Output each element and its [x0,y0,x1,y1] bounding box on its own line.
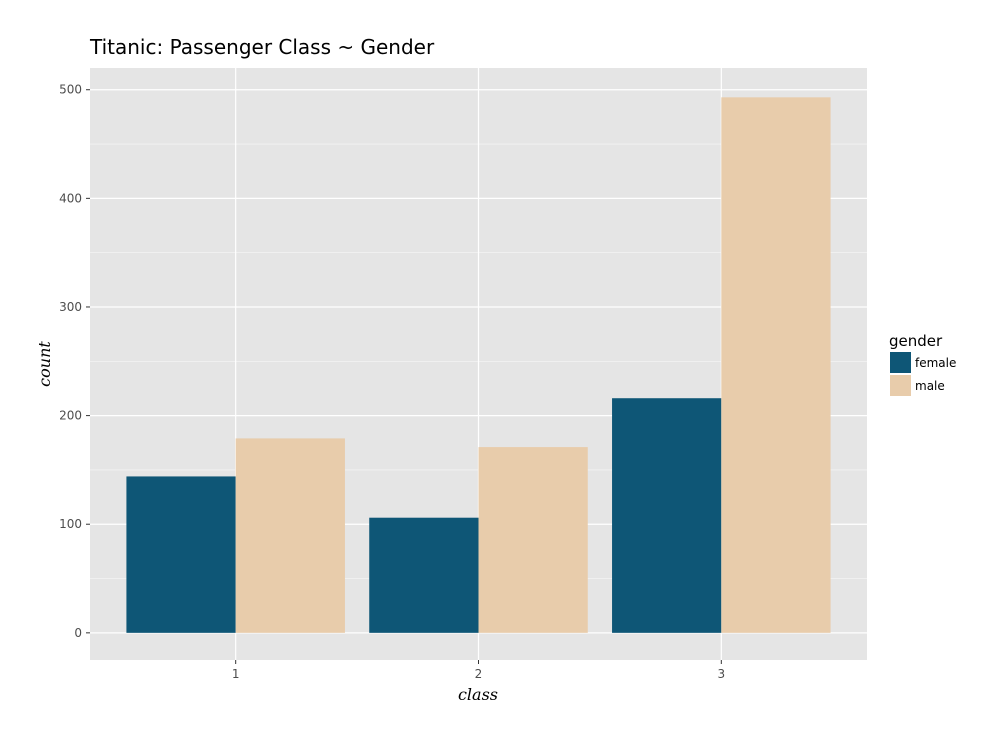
legend-key-female [890,352,911,373]
x-tick-label: 2 [475,667,483,681]
y-tick-label: 300 [59,300,82,314]
legend: gender female male [889,332,956,396]
y-tick-label: 400 [59,191,82,205]
bar-female-class-2 [369,517,479,633]
y-axis-title: count [35,341,54,387]
bar-male-class-2 [478,447,588,633]
x-axis-ticks: 1 2 3 [232,660,725,681]
legend-key-male [890,375,911,396]
x-axis-title: class [458,685,498,704]
y-tick-label: 0 [74,626,82,640]
y-tick-label: 200 [59,409,82,423]
bar-male-class-1 [235,438,345,633]
y-tick-label: 100 [59,517,82,531]
legend-title: gender [889,332,943,350]
x-tick-label: 1 [232,667,240,681]
legend-label-female: female [915,356,956,370]
legend-label-male: male [915,379,945,393]
bars [126,97,831,633]
bar-female-class-1 [126,476,236,633]
y-tick-label: 500 [59,83,82,97]
x-tick-label: 3 [717,667,725,681]
bar-female-class-3 [612,398,722,633]
chart-title: Titanic: Passenger Class ~ Gender [89,35,435,59]
y-axis-ticks: 0 100 200 300 400 500 [59,83,90,640]
bar-male-class-3 [721,97,831,633]
